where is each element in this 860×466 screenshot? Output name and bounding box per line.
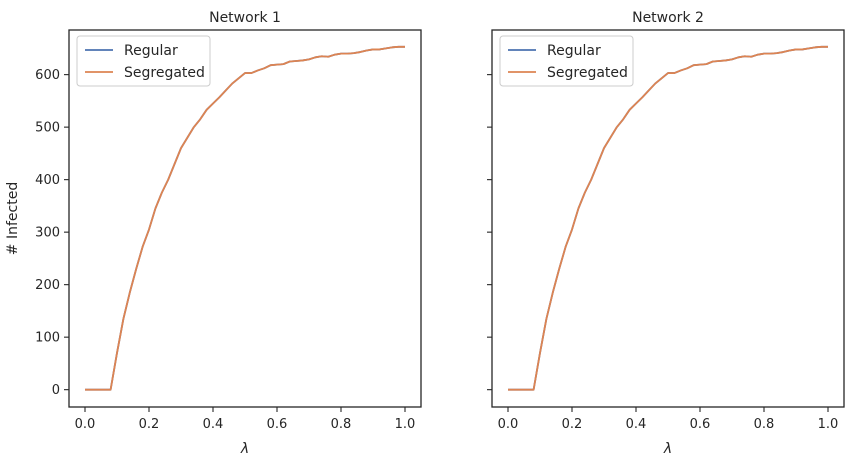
x-tick-label: 1.0 [395,417,416,432]
y-tick-label: 100 [35,331,60,346]
x-tick-label: 0.0 [498,417,519,432]
x-tick-label: 0.4 [203,417,224,432]
y-axis-label: # Infected [5,182,21,255]
y-tick-label: 500 [35,121,60,136]
y-tick-label: 300 [35,226,60,241]
panel-network-2: Network 2 λ 0.0 0.2 0.4 0.6 0.8 1.0 Regular Seg… [487,10,845,457]
legend-box [76,35,211,87]
x-tick-label: 0.2 [562,417,583,432]
chart-title: Network 2 [632,10,704,26]
axes-frame [491,29,845,408]
y-tick-label: 400 [35,173,60,188]
axes-frame [68,29,422,408]
series-line-regular [508,45,828,391]
panel-network-1: Network 1 λ # Infected 0.0 0.2 0.4 0.6 0.8 1.… [5,10,422,457]
x-tick-label: 0.6 [267,417,288,432]
x-tick-label: 0.8 [754,417,775,432]
legend-box [499,35,634,87]
x-tick-label: 0.0 [75,417,96,432]
x-tick-label: 0.2 [139,417,160,432]
x-tick-label: 1.0 [818,417,839,432]
legend-label-segregated: Segregated [124,65,205,81]
x-tick-label: 0.4 [626,417,647,432]
x-tick-label: 0.8 [331,417,352,432]
legend-label-segregated: Segregated [547,65,628,81]
chart-title: Network 1 [209,10,281,26]
legend-label-regular: Regular [124,43,178,59]
y-tick-label: 200 [35,278,60,293]
y-tick-label: 600 [35,68,60,83]
y-tick-label: 0 [52,383,60,398]
x-tick-label: 0.6 [690,417,711,432]
series-line-segregated [85,45,405,391]
x-axis-label: λ [240,441,249,457]
legend-label-regular: Regular [547,43,601,59]
x-axis-label: λ [663,441,672,457]
series-line-segregated [508,45,828,391]
series-line-regular [85,45,405,391]
